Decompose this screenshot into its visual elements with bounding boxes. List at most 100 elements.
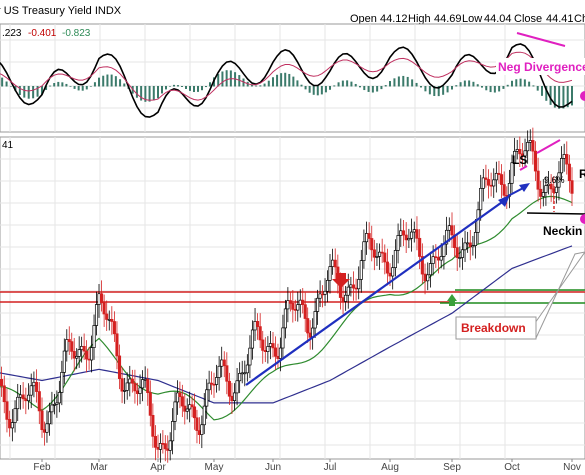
candle-body xyxy=(146,378,150,394)
macd-histogram-bar xyxy=(363,86,366,91)
macd-line xyxy=(0,43,573,118)
macd-histogram-bar xyxy=(506,84,509,87)
candle-body xyxy=(185,408,189,412)
candle-body xyxy=(460,249,464,258)
candle-body xyxy=(404,234,408,241)
macd-histogram-bar xyxy=(553,86,556,108)
candle-body xyxy=(35,381,39,392)
macd-histogram-bar xyxy=(406,76,409,87)
candle-body xyxy=(513,150,517,164)
red-down-arrow xyxy=(332,273,350,288)
macd-histogram-bar xyxy=(502,86,505,89)
macd-histogram-bar xyxy=(10,86,12,87)
macd-histogram-bar xyxy=(424,86,427,92)
candle-body xyxy=(197,430,201,435)
x-tick-label: Apr xyxy=(150,462,166,473)
ohlc-open-value: 44.12 xyxy=(380,13,408,25)
candle-body xyxy=(372,249,376,258)
macd-histogram-bar xyxy=(288,73,291,87)
macd-histogram-bar xyxy=(376,86,379,92)
candle-body xyxy=(168,440,172,451)
candle-body xyxy=(100,293,104,304)
candle-body xyxy=(497,172,501,175)
macd-histogram-bar xyxy=(415,82,418,87)
candle-body xyxy=(195,417,199,431)
candle-body xyxy=(105,313,109,320)
candle-body xyxy=(37,391,41,412)
macd-value-1: -0.401 xyxy=(28,28,57,39)
ohlc-close-label: Close xyxy=(514,13,542,25)
candle-body xyxy=(110,318,114,322)
macd-histogram-bar xyxy=(123,83,126,87)
candle-body xyxy=(489,184,493,187)
macd-histogram-bar xyxy=(81,86,84,91)
macd-histogram-bar xyxy=(263,83,266,87)
candle-body xyxy=(434,256,438,259)
macd-histogram-bar xyxy=(85,86,88,90)
candle-body xyxy=(418,237,422,257)
candle-body xyxy=(75,356,79,359)
candle-body xyxy=(217,365,221,378)
candle-body xyxy=(200,424,204,435)
candle-body xyxy=(180,396,184,407)
macd-histogram-bar xyxy=(455,85,458,87)
pct-label: 9.6% xyxy=(544,175,565,185)
candle-body xyxy=(178,392,182,398)
macd-histogram-bar xyxy=(27,86,30,99)
macd-histogram-bar xyxy=(420,86,422,88)
candle-body xyxy=(399,230,403,236)
macd-histogram-bar xyxy=(165,86,167,90)
macd-histogram-bar xyxy=(140,86,143,101)
macd-histogram-bar xyxy=(312,86,315,95)
macd-histogram-bar xyxy=(300,84,303,87)
long-moving-average xyxy=(0,245,573,404)
candle-body xyxy=(153,435,157,448)
candle-body xyxy=(238,373,242,382)
neckline-label: Neckin xyxy=(543,224,582,238)
ohlc-open-label: Open xyxy=(350,13,377,25)
candle-body xyxy=(207,382,211,391)
candle-body xyxy=(40,410,44,431)
candle-body xyxy=(115,333,119,357)
macd-histogram-bar xyxy=(371,86,374,93)
candle-body xyxy=(298,299,302,305)
candle-body xyxy=(156,446,160,450)
candle-body xyxy=(190,404,194,408)
macd-histogram-bar xyxy=(545,86,548,101)
candle-body xyxy=(148,392,152,416)
candle-body xyxy=(325,280,330,292)
candle-body xyxy=(484,177,488,180)
macd-histogram-bar xyxy=(316,86,319,96)
candle-body xyxy=(523,150,527,157)
macd-histogram-bar xyxy=(89,86,92,87)
ohlc-low-label: Low xyxy=(462,13,482,25)
candle-body xyxy=(258,326,262,341)
candle-body xyxy=(80,346,84,350)
candle-body xyxy=(479,188,483,211)
candle-body xyxy=(471,245,475,248)
x-tick-label: Oct xyxy=(504,462,520,473)
candle-body xyxy=(212,383,216,386)
candle-body xyxy=(494,172,498,181)
ohlc-readout: Open 44.12 High 44.69 Low 44.04 Close 44… xyxy=(350,13,585,25)
neg-divergence-line xyxy=(516,32,566,47)
macd-histogram-bar xyxy=(393,78,396,87)
candle-body xyxy=(0,378,4,387)
x-tick-label: Aug xyxy=(381,462,399,473)
macd-histogram-bar xyxy=(14,86,17,92)
candle-body xyxy=(173,401,177,422)
candle-body xyxy=(410,231,414,239)
candle-body xyxy=(18,394,22,398)
candle-body xyxy=(308,332,312,338)
candle-body xyxy=(77,349,81,357)
macd-histogram-bar xyxy=(189,86,191,91)
macd-histogram-bar xyxy=(1,77,4,87)
macd-histogram-bar xyxy=(411,79,414,87)
candle-body xyxy=(383,252,387,263)
candle-body xyxy=(415,229,419,239)
macd-histogram-bar xyxy=(489,86,492,93)
macd-histogram-bar xyxy=(217,74,220,87)
candle-body xyxy=(388,272,392,277)
macd-histogram-bar xyxy=(177,85,179,87)
candle-body xyxy=(135,390,140,394)
